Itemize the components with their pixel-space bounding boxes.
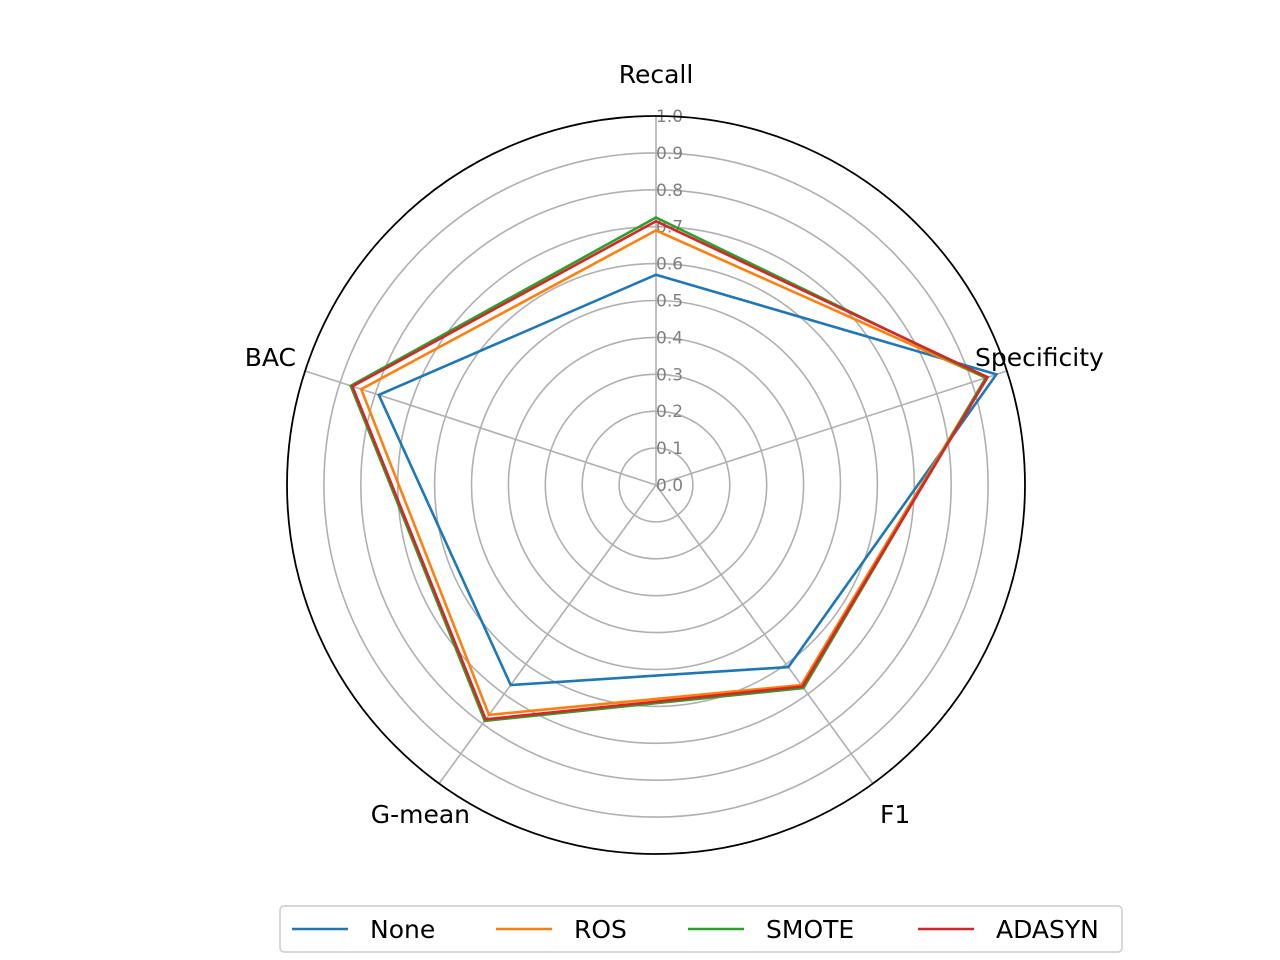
series-line-ros: [359, 228, 988, 717]
radial-tick-label: 0.3: [656, 365, 683, 385]
legend-label-none: None: [370, 915, 435, 944]
legend: None ROS SMOTE ADASYN: [279, 905, 1123, 953]
legend-items: None ROS SMOTE ADASYN: [292, 915, 1099, 944]
outer-frame: [286, 115, 1026, 855]
axis-label-specificity: Specificity: [975, 343, 1104, 372]
legend-label-adasyn: ADASYN: [996, 915, 1099, 944]
axis-label-f1: F1: [880, 800, 910, 829]
spokes: [304, 116, 1008, 784]
spoke-g-mean: [438, 484, 657, 784]
radial-tick-labels: 0.00.10.20.30.40.50.60.70.80.91.0: [656, 107, 683, 496]
radial-tick-label: 0.6: [656, 255, 683, 275]
radial-tick-label: 0.9: [656, 144, 683, 164]
series-lines: [349, 216, 999, 723]
radial-tick-label: 0.2: [656, 402, 683, 422]
legend-label-ros: ROS: [574, 915, 627, 944]
axis-labels: Recall Specificity F1 G-mean BAC: [245, 60, 1104, 829]
axis-label-g-mean: G-mean: [371, 800, 470, 829]
legend-label-smote: SMOTE: [766, 915, 854, 944]
spoke-bac: [304, 370, 657, 486]
radial-tick-label: 0.4: [656, 328, 683, 348]
radial-tick-label: 0.8: [656, 181, 683, 201]
series-line-adasyn: [350, 219, 990, 721]
axis-label-bac: BAC: [245, 343, 296, 372]
radial-tick-label: 0.5: [656, 292, 683, 312]
radial-tick-label: 0.1: [656, 439, 683, 459]
spoke-f1: [655, 484, 874, 784]
spoke-specificity: [655, 370, 1008, 486]
radial-tick-label: 0.0: [656, 476, 683, 496]
axis-label-recall: Recall: [619, 60, 694, 89]
